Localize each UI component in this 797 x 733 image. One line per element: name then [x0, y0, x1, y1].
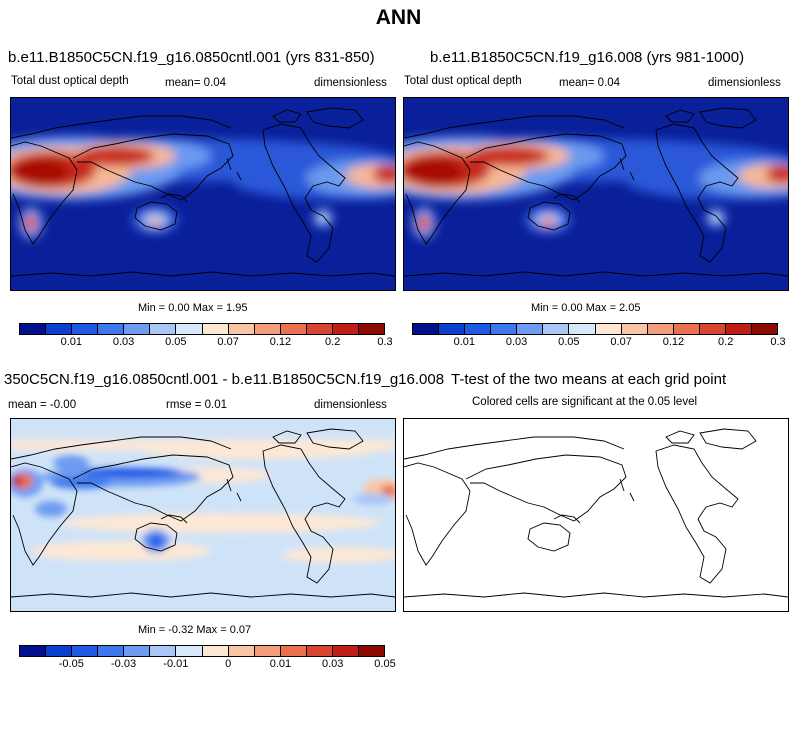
- colorbar-cell: [621, 324, 648, 334]
- panel1-mean: mean= 0.04: [165, 77, 227, 89]
- colorbar-cell: [332, 646, 360, 656]
- colorbar-tick-label: 0.03: [112, 336, 135, 348]
- colorbar-tick-label: 0.05: [558, 336, 580, 348]
- colorbar-cell: [124, 324, 151, 334]
- coastlines: [404, 428, 788, 598]
- colorbar-cell: [98, 324, 125, 334]
- colorbar-cell: [517, 324, 544, 334]
- colorbar-cell: [254, 324, 281, 334]
- colorbar-cell: [673, 324, 700, 334]
- colorbar-cell: [20, 646, 47, 656]
- colorbar-cell: [306, 324, 333, 334]
- colorbar-tick-label: -0.03: [111, 658, 137, 670]
- colorbar-cell: [46, 646, 73, 656]
- panel3-title: 350C5CN.f19_g16.0850cntl.001 - b.e11.B18…: [4, 371, 445, 388]
- panel1-minmax: Min = 0.00 Max = 1.95: [138, 302, 248, 314]
- colorbar-cell: [20, 324, 47, 334]
- colorbar-cell: [306, 646, 333, 656]
- colorbar-tick-label: -0.01: [163, 658, 189, 670]
- colorbar-experiment: [412, 323, 778, 335]
- panel3-minmax: Min = -0.32 Max = 0.07: [138, 624, 252, 636]
- colorbar-tick-label: 0.2: [325, 336, 341, 348]
- colorbar-tick-label: 0.2: [718, 336, 734, 348]
- panel4-subtitle: Colored cells are significant at the 0.0…: [472, 396, 698, 408]
- colorbar-cell: [72, 324, 99, 334]
- colorbar-control: [19, 323, 385, 335]
- panel2-variable: Total dust optical depth: [404, 75, 522, 87]
- difference-field: [11, 439, 395, 563]
- colorbar-cell: [254, 646, 281, 656]
- colorbar-tick-label: 0.03: [505, 336, 528, 348]
- colorbar-cell: [699, 324, 726, 334]
- panel3-rmse: rmse = 0.01: [166, 399, 228, 411]
- colorbar-cell: [150, 646, 177, 656]
- map-difference: [10, 418, 396, 612]
- colorbar-tick-label: 0.07: [217, 336, 239, 348]
- colorbar-cell: [98, 646, 125, 656]
- colorbar-cell: [280, 324, 307, 334]
- colorbar-tick-label: 0.12: [269, 336, 292, 348]
- colorbar-tick-label: 0.07: [610, 336, 632, 348]
- colorbar-cell: [359, 324, 385, 334]
- coastlines: [404, 107, 788, 277]
- colorbar-cell: [124, 646, 151, 656]
- colorbar-cell: [413, 324, 440, 334]
- colorbar-tick-label: 0.3: [377, 336, 393, 348]
- colorbar-cell: [359, 646, 385, 656]
- colorbar-cell: [228, 324, 255, 334]
- colorbar-tick-label: 0.05: [374, 658, 396, 670]
- colorbar-tick-label: 0.3: [770, 336, 786, 348]
- colorbar-cell: [465, 324, 492, 334]
- colorbar-cell: [176, 324, 203, 334]
- panel3-units: dimensionless: [314, 399, 387, 411]
- colorbar-tick-label: -0.05: [58, 658, 84, 670]
- coastlines: [11, 428, 395, 598]
- panel2-title: b.e11.B1850C5CN.f19_g16.008 (yrs 981-100…: [430, 49, 745, 66]
- colorbar-tick-label: 0.03: [321, 658, 344, 670]
- panel3-mean: mean = -0.00: [8, 399, 77, 411]
- colorbar-cell: [725, 324, 753, 334]
- colorbar-cell: [569, 324, 596, 334]
- colorbar-cell: [280, 646, 307, 656]
- colorbar-cell: [46, 324, 73, 334]
- colorbar-cell: [595, 324, 622, 334]
- colorbar-difference: [19, 645, 385, 657]
- map-experiment: [403, 97, 789, 291]
- panel2-units: dimensionless: [708, 77, 781, 89]
- panel1-title: b.e11.B1850C5CN.f19_g16.0850cntl.001 (yr…: [8, 49, 375, 66]
- coastlines: [11, 107, 395, 277]
- colorbar-cell: [332, 324, 360, 334]
- panel1-units: dimensionless: [314, 77, 387, 89]
- colorbar-cell: [647, 324, 674, 334]
- map-background: [404, 419, 788, 611]
- figure-title: ANN: [375, 6, 422, 29]
- colorbar-cell: [202, 646, 229, 656]
- panel4-title: T-test of the two means at each grid poi…: [451, 371, 727, 388]
- colorbar-tick-label: 0.01: [453, 336, 475, 348]
- colorbar-tick-label: 0.01: [269, 658, 292, 670]
- colorbar-tick-label: 0.12: [662, 336, 685, 348]
- colorbar-cell: [439, 324, 466, 334]
- map-ttest: [403, 418, 789, 612]
- colorbar-cell: [176, 646, 203, 656]
- panel1-variable: Total dust optical depth: [11, 75, 129, 87]
- colorbar-tick-label: 0.05: [165, 336, 187, 348]
- colorbar-tick-label: 0.01: [60, 336, 82, 348]
- colorbar-cell: [752, 324, 778, 334]
- panel2-mean: mean= 0.04: [559, 77, 621, 89]
- colorbar-cell: [150, 324, 177, 334]
- colorbar-cell: [543, 324, 570, 334]
- colorbar-cell: [202, 324, 229, 334]
- colorbar-cell: [72, 646, 99, 656]
- colorbar-cell: [491, 324, 518, 334]
- map-control: [10, 97, 396, 291]
- colorbar-tick-label: 0: [225, 658, 232, 670]
- panel2-minmax: Min = 0.00 Max = 2.05: [531, 302, 641, 314]
- colorbar-cell: [228, 646, 255, 656]
